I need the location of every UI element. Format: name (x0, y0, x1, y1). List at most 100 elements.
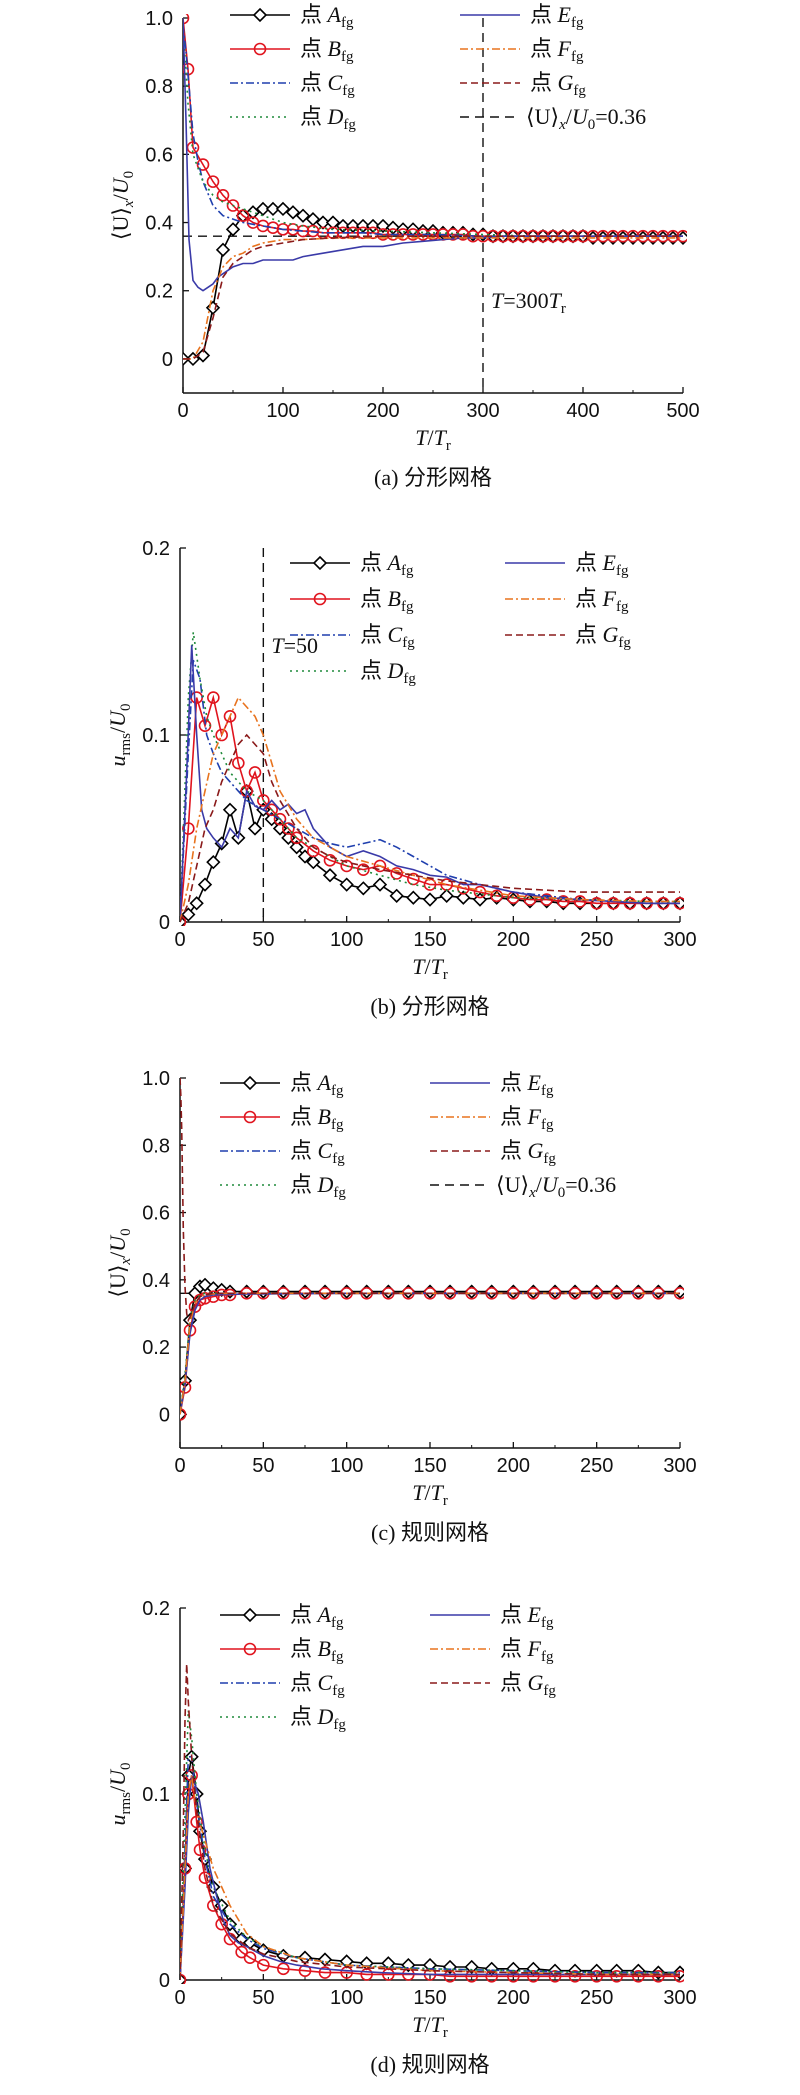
data-point-A (195, 348, 211, 363)
data-point-B (340, 859, 353, 873)
legend-item-E: 点 Efg (505, 550, 629, 579)
x-tick-label: 500 (666, 400, 699, 422)
data-point-B (473, 885, 487, 899)
data-point-B (673, 1969, 684, 1983)
panel-caption: (d) 规则网格 (370, 2052, 489, 2077)
x-tick-label: 200 (497, 1455, 530, 1477)
series-E (180, 1775, 680, 1981)
data-point-B (540, 893, 553, 906)
x-tick-label: 50 (252, 1987, 274, 2009)
data-point-A (222, 802, 238, 817)
x-tick-label: 200 (497, 929, 530, 951)
x-tick-label: 300 (663, 1987, 696, 2009)
data-point-B (190, 1815, 203, 1829)
data-point-A (406, 890, 421, 905)
legend-item-D: 点 Dfg (220, 1704, 346, 1733)
data-point-B (573, 895, 587, 908)
legend-item-F: 点 Ffg (505, 586, 629, 615)
chart-panel-1: 0 100 200 300 400 500 0 0.2 0.4 0.6 0.8 1.0 T/Tr ⟨U⟩x… (108, 2, 700, 490)
data-point-B (265, 803, 278, 817)
data-point-A (255, 201, 271, 217)
data-point-A (206, 855, 221, 870)
legend-item-C: 点 Cfg (290, 622, 415, 651)
y-tick-label: 0.8 (145, 76, 173, 98)
legend-marker (253, 42, 267, 56)
series-G (180, 733, 680, 923)
data-point-A (356, 881, 371, 896)
panel-caption: (a) 分形网格 (374, 465, 492, 490)
data-point-B (193, 1843, 207, 1857)
y-axis-label: urms/U0 (105, 1762, 134, 1825)
series-F (183, 237, 683, 360)
data-point-B (276, 223, 290, 236)
y-axis-label: ⟨U⟩x/U0 (108, 171, 137, 240)
legend-label: 点 Ffg (500, 1104, 554, 1133)
legend-label: 点 Efg (500, 1602, 554, 1631)
vertical-marker-label: T=300Tr (491, 288, 566, 317)
data-point-A (365, 218, 381, 234)
x-tick-label: 200 (497, 1987, 530, 2009)
panel-caption: (c) 规则网格 (371, 1520, 489, 1545)
x-tick-label: 0 (174, 1455, 185, 1477)
data-point-A (189, 896, 204, 911)
legend-item-E: 点 Efg (430, 1602, 554, 1631)
data-point-B (277, 1962, 290, 1976)
series-line-E (180, 1775, 680, 1981)
x-tick-label: 50 (252, 929, 274, 951)
data-point-B (216, 188, 230, 202)
series-B (180, 1769, 684, 1984)
data-point-A (439, 888, 454, 903)
y-tick-label: 0.8 (142, 1135, 170, 1157)
data-point-A (456, 890, 471, 905)
legend-item-A: 点 Afg (290, 550, 414, 579)
data-point-A (325, 215, 341, 230)
series-line-D (183, 24, 683, 237)
legend-label: 点 Cfg (290, 1138, 345, 1167)
data-point-B (183, 14, 190, 25)
series-line-F (183, 237, 683, 360)
legend-marker (243, 1110, 257, 1124)
data-point-B (206, 175, 220, 188)
y-tick-label: 0.6 (142, 1203, 170, 1225)
legend-item-D: 点 Dfg (230, 104, 356, 133)
data-point-B (307, 844, 320, 858)
legend-label: 点 Efg (575, 550, 629, 579)
series-D (180, 632, 680, 923)
legend-item-C: 点 Cfg (230, 70, 355, 99)
data-point-B (356, 226, 370, 240)
legend-item-B: 点 Bfg (290, 586, 414, 615)
x-tick-label: 50 (252, 1455, 274, 1477)
legend-label: ⟨U⟩x/U0=0.36 (496, 1172, 616, 1201)
legend-label: 点 Dfg (360, 658, 416, 687)
y-tick-label: 0.6 (145, 144, 173, 166)
data-point-A (197, 877, 213, 892)
data-point-B (357, 863, 370, 876)
x-tick-label: 100 (330, 1455, 363, 1477)
data-point-B (282, 822, 295, 835)
data-point-B (215, 728, 228, 742)
data-point-B (240, 784, 253, 798)
series-C (180, 659, 680, 923)
legend-label: 点 Bfg (290, 1104, 344, 1133)
series-A (180, 1277, 684, 1422)
series-D (183, 24, 683, 237)
legend-label: 点 Afg (360, 550, 414, 579)
data-point-A (375, 218, 391, 234)
x-tick-label: 150 (413, 1455, 446, 1477)
legend-label: 点 Cfg (360, 622, 415, 651)
legend-item-E: 点 Efg (430, 1070, 554, 1099)
y-tick-label: 0.2 (145, 281, 173, 303)
data-point-B (465, 1969, 478, 1983)
legend-marker (312, 555, 328, 571)
legend-label: 点 Dfg (300, 104, 356, 133)
vertical-marker-label: T=50 (271, 633, 318, 658)
legend-item-A: 点 Afg (230, 2, 354, 31)
data-point-B (248, 766, 262, 779)
data-point-A (247, 821, 263, 836)
data-point-B (182, 822, 195, 835)
y-tick-label: 0 (159, 1404, 170, 1426)
legend-label: 点 Afg (290, 1070, 344, 1099)
series-F (180, 1292, 680, 1415)
data-point-A (345, 218, 361, 234)
data-point-B (196, 158, 210, 171)
